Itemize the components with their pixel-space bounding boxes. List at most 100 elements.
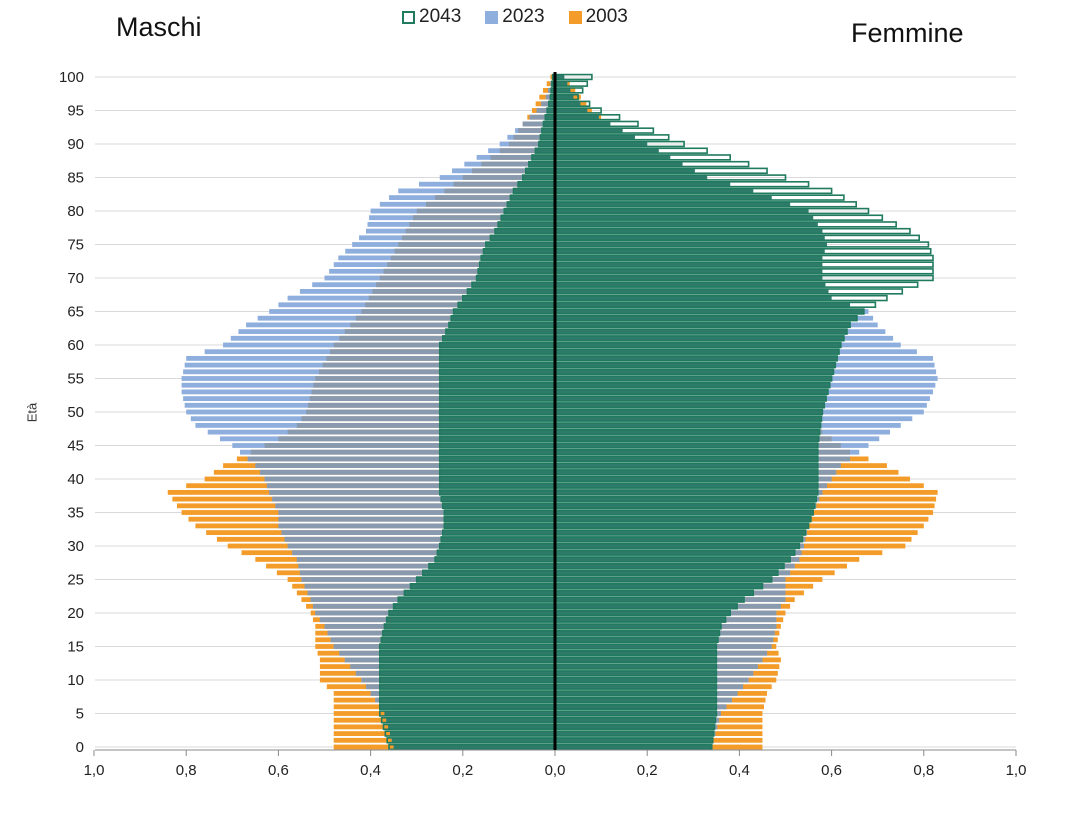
bar-core-females-48 [555,422,821,428]
bar-core-females-82 [555,195,772,201]
bar-core-males-51 [439,402,555,408]
bar-core-females-75 [555,242,827,247]
bar-2043-females-58 [554,355,838,362]
bar-core-males-31 [441,536,555,542]
bar-2043-males-45 [438,442,556,449]
bar-core-males-62 [445,329,555,335]
bar-overlap-males-75 [398,242,555,247]
bar-2043-females-26 [554,569,779,577]
bar-2043-males-58 [438,355,556,362]
bar-overlap-males-39 [266,483,555,489]
bar-2043-females-91 [554,134,670,141]
bar-core-females-11 [555,670,717,676]
bar-2043-females-24 [554,582,764,590]
bar-core-males-38 [439,489,555,495]
bar-core-females-8 [555,690,717,696]
bar-core-females-26 [555,570,778,576]
bar-2043-males-71 [477,268,556,275]
bar-core-males-89 [535,148,555,154]
bar-2043-males-40 [438,475,556,483]
bar-core-males-73 [481,255,555,261]
bar-overlap-males-69 [376,282,555,288]
bar-core-females-9 [555,684,717,690]
bar-core-females-93 [555,121,611,127]
bar-overlap-males-72 [387,262,555,268]
bar-2043-females-56 [554,368,835,376]
bar-2043-females-98 [554,87,584,94]
y-tick-label-30: 30 [67,538,84,555]
bar-2043-males-84 [517,180,556,188]
bar-overlap-males-88 [490,154,555,160]
bar-2043-females-62 [554,328,848,335]
bar-core-males-39 [439,483,555,489]
bar-core-males-52 [439,396,555,402]
bar-core-males-71 [478,268,555,274]
males-title: Maschi [116,12,202,42]
bar-2043-males-50 [438,408,556,416]
bar-core-males-4 [386,717,555,723]
bar-2043-females-100 [554,73,593,81]
bar-core-males-70 [476,275,555,281]
bar-2043-males-90 [538,140,556,148]
bar-core-males-35 [444,510,555,515]
bar-2043-females-10 [554,676,718,684]
bar-core-males-26 [422,570,555,576]
bar-core-males-23 [404,590,555,596]
y-tick-label-5: 5 [76,706,84,723]
bar-2043-males-86 [525,167,556,175]
bar-core-females-86 [555,168,695,174]
bar-core-females-55 [555,376,832,381]
bar-core-females-18 [555,623,721,629]
bar-2043-females-15 [554,643,718,650]
bar-core-males-24 [410,583,555,589]
legend-item-2003[interactable]: 2003 [568,6,628,28]
bar-core-females-10 [555,677,717,683]
bar-2043-males-78 [497,221,556,228]
bar-core-males-43 [439,456,555,462]
bar-core-females-90 [555,141,648,147]
bar-2043-females-51 [554,402,826,409]
bar-core-females-79 [555,215,814,221]
bar-core-females-29 [555,550,795,556]
bar-2043-females-6 [554,703,718,711]
bar-core-females-80 [555,208,809,214]
bar-core-females-81 [555,201,791,207]
bar-core-males-28 [435,556,555,562]
bar-core-females-64 [555,315,857,321]
bar-core-males-69 [472,282,555,288]
bar-core-females-36 [555,503,815,509]
bar-2043-females-23 [554,589,755,597]
bar-2043-males-20 [388,609,556,617]
bar-2043-females-65 [554,308,865,315]
bar-2043-females-32 [554,529,807,536]
bar-2043-males-31 [440,536,556,543]
y-tick-label-10: 10 [67,672,84,689]
bar-core-males-33 [444,523,555,529]
bar-2043-males-25 [415,576,556,583]
bar-2043-females-49 [554,415,823,422]
bar-core-males-85 [522,175,555,180]
bar-core-females-22 [555,597,745,603]
bar-2043-males-7 [379,696,556,704]
bar-core-females-15 [555,644,717,649]
bar-2043-females-97 [554,93,579,101]
y-tick-label-65: 65 [67,304,84,321]
bar-core-females-27 [555,563,784,569]
bar-core-males-96 [548,101,555,107]
bar-2043-males-4 [380,716,556,724]
bar-2043-females-2 [554,730,715,737]
bar-core-males-72 [479,262,555,268]
bar-2043-males-69 [471,281,556,288]
bar-core-females-67 [555,295,832,301]
bar-core-females-85 [555,175,708,180]
bar-2043-females-8 [554,690,718,697]
bar-overlap-males-81 [425,201,555,207]
bar-2043-females-76 [554,234,920,242]
bar-core-males-15 [379,644,555,649]
legend-item-2043[interactable]: 2043 [402,6,461,28]
bar-core-females-100 [555,74,565,80]
bar-2043-females-5 [554,710,718,717]
legend-item-2023[interactable]: 2023 [485,6,545,28]
bar-core-females-89 [555,148,659,154]
